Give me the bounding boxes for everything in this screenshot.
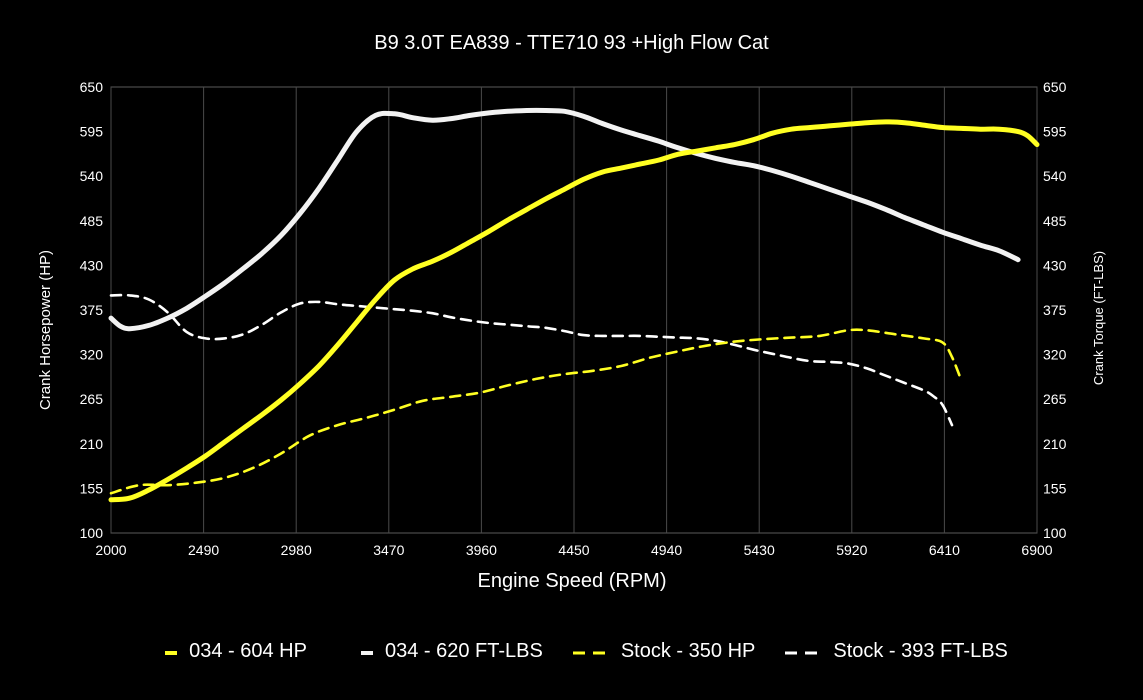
series-line-1: [108, 107, 1021, 332]
y-tick-label-right: 320: [1043, 347, 1067, 363]
y-tick-label-left: 155: [80, 480, 104, 496]
legend: 034 - 604 HP 034 - 620 FT-LBS Stock - 350 …: [0, 640, 1143, 663]
x-tick-label: 2000: [95, 542, 126, 558]
legend-item: Stock - 350 HP: [567, 640, 756, 663]
legend-label: 034 - 620 FT-LBS: [384, 640, 543, 662]
y-tick-label-right: 100: [1043, 525, 1067, 541]
x-tick-label: 3470: [373, 542, 404, 558]
x-tick-label: 6900: [1021, 542, 1052, 558]
series-line-0: [108, 119, 1040, 503]
y-tick-label-left: 485: [80, 213, 104, 229]
legend-swatch: [572, 651, 609, 654]
y-axis-label-right: Crank Torque (FT-LBS): [1091, 251, 1106, 385]
x-tick-label: 4450: [558, 542, 589, 558]
legend-item: 034 - 604 HP: [135, 640, 307, 663]
x-axis-label: Engine Speed (RPM): [478, 570, 667, 592]
x-tick-label: 5430: [744, 542, 775, 558]
y-tick-label-right: 265: [1043, 391, 1067, 407]
y-tick-label-right: 595: [1043, 124, 1067, 140]
legend-item: 034 - 620 FT-LBS: [331, 640, 543, 663]
series-lines: [108, 107, 1040, 503]
legend-label: Stock - 393 FT-LBS: [833, 640, 1008, 662]
y-tick-label-left: 375: [80, 302, 104, 318]
y-tick-label-right: 375: [1043, 302, 1067, 318]
y-tick-label-right: 650: [1043, 79, 1067, 95]
x-tick-label: 5920: [836, 542, 867, 558]
x-tick-label: 3960: [466, 542, 497, 558]
y-tick-label-left: 650: [80, 79, 104, 95]
y-tick-label-left: 210: [80, 436, 104, 452]
legend-label: 034 - 604 HP: [189, 640, 307, 662]
legend-swatch: [360, 650, 373, 655]
y-tick-labels-left: 100 155 210 265 320 375 430 485 540 595 650: [80, 79, 104, 541]
legend-item: Stock - 393 FT-LBS: [779, 640, 1008, 663]
y-tick-label-left: 540: [80, 168, 104, 184]
y-tick-label-left: 430: [80, 257, 104, 273]
chart-title: B9 3.0T EA839 - TTE710 93 +High Flow Cat: [374, 32, 769, 54]
x-tick-label: 4940: [651, 542, 682, 558]
y-tick-label-left: 595: [80, 124, 104, 140]
series-line-3: [109, 293, 954, 427]
legend-swatch: [165, 650, 178, 655]
y-axis-label-left: Crank Horsepower (HP): [37, 250, 54, 410]
legend-label: Stock - 350 HP: [620, 640, 756, 662]
x-tick-labels: 2000 2490 2980 3470 3960 4450 4940 5430 5920 6410…: [95, 542, 1052, 558]
x-tick-label: 6410: [929, 542, 960, 558]
x-tick-label: 2980: [281, 542, 312, 558]
y-tick-label-right: 540: [1043, 168, 1067, 184]
legend-swatch: [785, 651, 822, 654]
y-tick-label-left: 265: [80, 391, 104, 407]
y-tick-label-right: 430: [1043, 257, 1067, 273]
y-tick-label-left: 320: [80, 347, 104, 363]
x-tick-label: 2490: [188, 542, 219, 558]
y-tick-label-right: 485: [1043, 213, 1067, 229]
y-tick-label-left: 100: [80, 525, 104, 541]
y-tick-label-right: 210: [1043, 436, 1067, 452]
y-tick-labels-right: 100 155 210 265 320 375 430 485 540 595 650: [1043, 79, 1067, 541]
series-line-2: [109, 328, 963, 495]
grid: [110, 86, 1038, 534]
y-tick-label-right: 155: [1043, 480, 1067, 496]
